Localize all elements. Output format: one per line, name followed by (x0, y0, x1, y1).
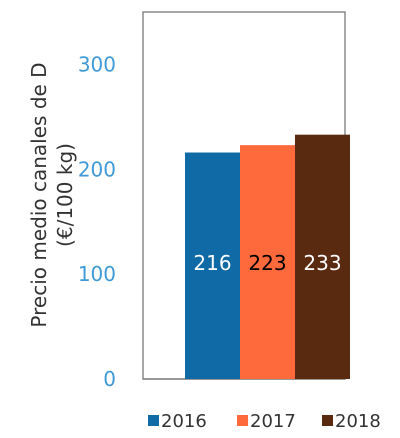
data-labels: 216 223 233 (193, 251, 341, 275)
legend-label-2017: 2017 (250, 411, 296, 432)
y-tick-label: 300 (78, 52, 116, 76)
legend-swatch-2017 (237, 415, 248, 426)
bar-2018 (295, 134, 350, 379)
legend-label-2018: 2018 (335, 411, 381, 432)
bar-2017 (240, 145, 295, 379)
legend-label-2016: 2016 (161, 411, 207, 432)
data-label-2017: 223 (248, 251, 286, 275)
y-tick-label: 0 (103, 367, 116, 391)
legend: 2016 2017 2018 (148, 411, 381, 432)
legend-swatch-2016 (148, 415, 159, 426)
data-label-2018: 233 (303, 251, 341, 275)
y-tick-label: 100 (78, 262, 116, 286)
bars (185, 134, 350, 379)
y-tick-label: 200 (78, 157, 116, 181)
data-label-2016: 216 (193, 251, 231, 275)
bar-2016 (185, 152, 240, 379)
y-axis-ticks: 0 100 200 300 (78, 52, 116, 391)
y-axis-label-line2: (€/100 kg) (53, 143, 77, 247)
y-axis-label-line1: Precio medio canales de D (27, 62, 51, 327)
legend-swatch-2018 (322, 415, 333, 426)
